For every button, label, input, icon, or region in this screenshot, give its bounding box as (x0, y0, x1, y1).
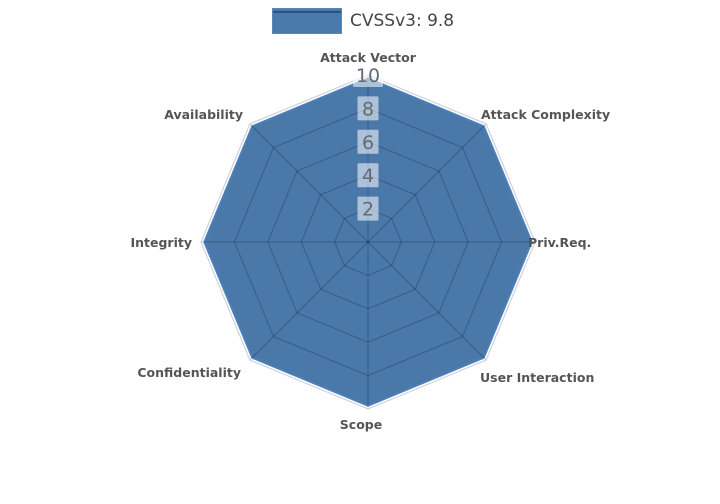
axis-label-priv-req-: Priv.Req. (528, 235, 591, 250)
radial-tick-label: 10 (356, 65, 380, 87)
axis-label-confidentiality: Confidentiality (137, 365, 241, 380)
legend-label: CVSSv3: 9.8 (350, 11, 455, 31)
axis-label-user-interaction: User Interaction (480, 370, 594, 385)
legend[interactable]: CVSSv3: 9.8 (272, 8, 454, 34)
axis-label-availability: Availability (164, 107, 243, 122)
axis-label-scope: Scope (340, 417, 382, 432)
radial-tick-box (357, 196, 379, 221)
legend-swatch (272, 8, 342, 34)
axis-label-integrity: Integrity (130, 235, 192, 250)
data-polygon (203, 77, 533, 407)
legend-swatch-line (273, 11, 341, 13)
radial-tick-label: 6 (362, 132, 374, 154)
radial-tick-box (353, 63, 383, 87)
axis-label-attack-vector: Attack Vector (320, 50, 417, 65)
radial-tick-box (357, 96, 379, 121)
radial-tick-box (357, 163, 379, 188)
radial-tick-label: 2 (362, 199, 374, 221)
axis-label-attack-complexity: Attack Complexity (481, 107, 610, 122)
radial-tick-label: 4 (362, 165, 374, 187)
radial-tick-box (357, 129, 379, 154)
radial-tick-label: 8 (362, 98, 374, 120)
